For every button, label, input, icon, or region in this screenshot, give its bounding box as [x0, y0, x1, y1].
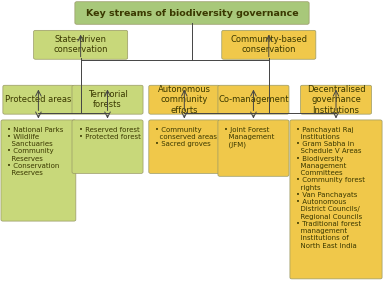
FancyBboxPatch shape — [72, 120, 143, 173]
Text: Territorial
forests: Territorial forests — [88, 90, 127, 110]
FancyBboxPatch shape — [218, 120, 289, 176]
FancyBboxPatch shape — [149, 120, 220, 173]
Text: • Joint Forest
  Management
  (JFM): • Joint Forest Management (JFM) — [224, 127, 275, 148]
FancyBboxPatch shape — [290, 120, 382, 279]
FancyBboxPatch shape — [72, 85, 143, 114]
Text: Community-based
conservation: Community-based conservation — [230, 35, 307, 55]
FancyBboxPatch shape — [75, 2, 309, 24]
Text: • Panchayati Raj
  Institutions
• Gram Sabha in
  Schedule V Areas
• Biodiversit: • Panchayati Raj Institutions • Gram Sab… — [296, 127, 366, 249]
Text: Decentralised
governance
Institutions: Decentralised governance Institutions — [307, 85, 365, 115]
FancyBboxPatch shape — [149, 85, 220, 114]
FancyBboxPatch shape — [33, 30, 127, 59]
Text: Co-management: Co-management — [218, 95, 289, 104]
Text: • Community
  conserved areas
• Sacred groves: • Community conserved areas • Sacred gro… — [155, 127, 217, 147]
FancyBboxPatch shape — [1, 120, 76, 221]
FancyBboxPatch shape — [300, 85, 371, 114]
Text: State-driven
conservation: State-driven conservation — [53, 35, 108, 55]
FancyBboxPatch shape — [222, 30, 316, 59]
Text: • National Parks
• Wildlife
  Sanctuaries
• Community
  Reserves
• Conservation
: • National Parks • Wildlife Sanctuaries … — [8, 127, 64, 176]
FancyBboxPatch shape — [218, 85, 289, 114]
FancyBboxPatch shape — [3, 85, 74, 114]
Text: Autonomous
community
efforts: Autonomous community efforts — [158, 85, 211, 115]
Text: • Reserved forest
• Protected forest: • Reserved forest • Protected forest — [79, 127, 141, 140]
Text: Key streams of biodiversity governance: Key streams of biodiversity governance — [86, 8, 298, 18]
Text: Protected areas: Protected areas — [5, 95, 71, 104]
